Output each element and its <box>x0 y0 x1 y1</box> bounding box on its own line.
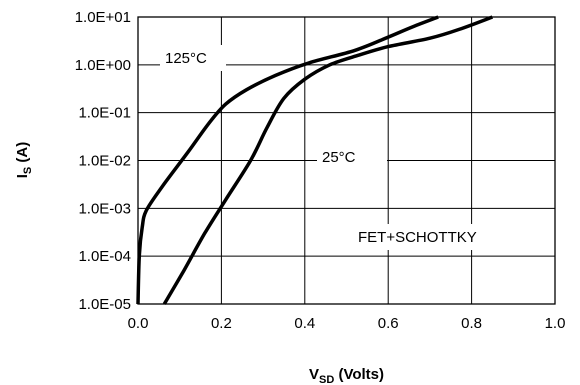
y-axis-label-main: I <box>14 174 31 178</box>
annotation-fet-schottky-bg <box>353 224 535 250</box>
y-axis-label-suffix: (A) <box>14 142 31 167</box>
x-axis-label: VSD (Volts) <box>309 366 384 385</box>
y-tick-label: 1.0E+00 <box>75 57 131 74</box>
y-tick-label: 1.0E-04 <box>78 248 131 265</box>
x-axis-label-suffix: (Volts) <box>334 366 384 383</box>
annotation-fet-schottky: FET+SCHOTTKY <box>358 229 477 246</box>
y-tick-label: 1.0E-03 <box>78 200 131 217</box>
y-tick-label: 1.0E-02 <box>78 153 131 170</box>
y-axis-label: IS (A) <box>14 142 34 179</box>
series-line-25c <box>162 15 494 305</box>
x-tick-label: 0.2 <box>211 315 232 332</box>
plot-frame <box>137 16 556 305</box>
y-tick-label: 1.0E-01 <box>78 105 131 122</box>
x-tick-label: 1.0 <box>545 315 566 332</box>
series-lines <box>136 15 494 305</box>
series-line-125c <box>136 15 439 305</box>
y-axis-label-sub: S <box>22 167 34 174</box>
annotation-25c: 25°C <box>322 149 356 166</box>
x-tick-label: 0.8 <box>461 315 482 332</box>
x-axis-label-main: V <box>309 366 319 383</box>
y-tick-label: 1.0E-05 <box>78 296 131 313</box>
x-axis-label-sub: SD <box>319 374 334 385</box>
annotation-125c: 125°C <box>165 50 207 67</box>
x-tick-label: 0.4 <box>294 315 315 332</box>
annotation-125c-bg <box>160 45 226 71</box>
x-tick-label: 0.0 <box>128 315 149 332</box>
annotation-25c-bg <box>317 144 387 170</box>
tick-labels: 0.0 0.2 0.4 0.6 0.8 1.0 1.0E-05 1.0E-04 1.0E-03 1… <box>75 9 566 332</box>
x-tick-label: 0.6 <box>378 315 399 332</box>
y-tick-label: 1.0E+01 <box>75 9 131 26</box>
